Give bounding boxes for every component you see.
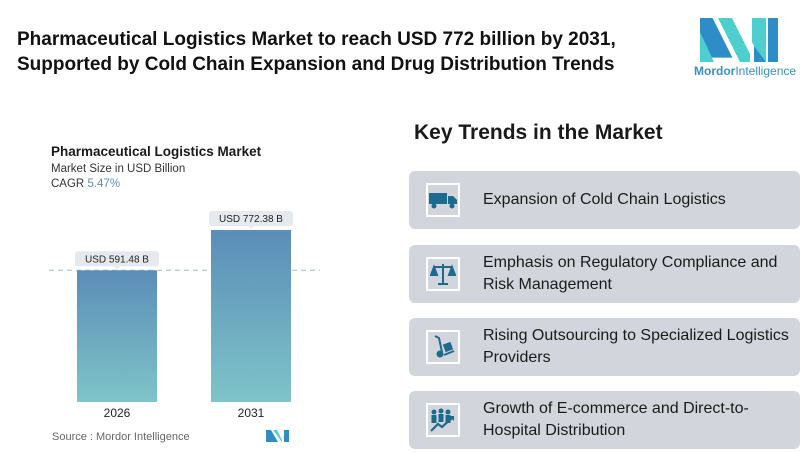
x-tick-label: 2031 <box>238 406 265 420</box>
trend-text: Emphasis on Regulatory Compliance and Ri… <box>483 254 778 293</box>
x-tick-label: 2026 <box>104 406 131 420</box>
trend-text: Growth of E-commerce and Direct-to-Hospi… <box>483 400 749 439</box>
title-line-2: Supported by Cold Chain Expansion and Dr… <box>17 54 615 75</box>
data-label-pointer <box>114 266 120 270</box>
logo-text: MordorIntelligence <box>694 64 797 78</box>
page-title: Pharmaceutical Logistics Market to reach… <box>17 27 616 77</box>
data-label-pointer <box>248 226 254 229</box>
chart-title: Pharmaceutical Logistics Market <box>51 144 262 159</box>
cagr-value: 5.47% <box>87 178 121 190</box>
mordor-logo-icon <box>700 18 778 62</box>
trend-card-cold-chain: Expansion of Cold Chain Logistics <box>409 171 800 229</box>
trend-card-ecommerce: Growth of E-commerce and Direct-to-Hospi… <box>409 391 800 449</box>
title-line-1: Pharmaceutical Logistics Market to reach… <box>17 29 616 50</box>
cagr: CAGR 5.47% <box>51 178 121 190</box>
bar-2031 <box>211 230 291 402</box>
data-label-bg <box>209 211 293 226</box>
truck-icon <box>426 183 460 217</box>
data-label-bg <box>75 251 159 267</box>
trend-text: Rising Outsourcing to Specialized Logist… <box>483 327 789 366</box>
bar-chart: USD 591.48 B 2026 USD 772.38 B 2031 <box>49 211 320 420</box>
source-note: Source : Mordor Intelligence <box>52 431 190 443</box>
data-label: USD 591.48 B <box>85 254 149 265</box>
trends-heading: Key Trends in the Market <box>414 121 663 144</box>
trend-text: Expansion of Cold Chain Logistics <box>483 191 726 208</box>
trend-card-outsourcing: Rising Outsourcing to Specialized Logist… <box>409 318 800 376</box>
trend-card-compliance: Emphasis on Regulatory Compliance and Ri… <box>409 245 800 303</box>
mordor-small-logo-icon <box>266 430 289 442</box>
chart-subtitle: Market Size in USD Billion <box>51 163 186 175</box>
scales-icon <box>426 257 460 291</box>
data-label: USD 772.38 B <box>219 214 283 225</box>
hand-truck-icon <box>426 330 460 364</box>
growth-people-icon <box>426 403 460 437</box>
bar-2026 <box>77 270 157 402</box>
